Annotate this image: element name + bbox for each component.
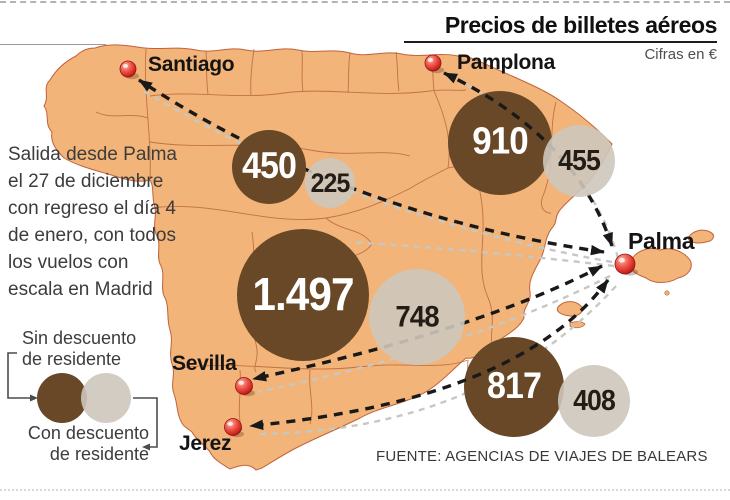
top-dotted-rule: [0, 1, 730, 3]
route-line-jerez: [249, 278, 610, 430]
cabrera-island: [664, 290, 670, 296]
menorca-island: [687, 229, 714, 244]
price-pamplona-full: 910: [472, 120, 528, 163]
page-title: Precios de billetes aéreos: [444, 12, 718, 38]
ibiza-island: [556, 301, 583, 317]
city-label-jerez: Jerez: [179, 432, 232, 455]
title-underline: [404, 41, 717, 43]
city-pins: [119, 54, 638, 438]
city-label-pamplona: Pamplona: [457, 51, 555, 74]
city-label-santiago: Santiago: [148, 53, 235, 76]
bottom-dotted-rule: [0, 489, 730, 491]
price-jerez-full: 817: [486, 365, 542, 407]
left-column-rule: [0, 44, 106, 45]
price-pamplona-resident: 455: [558, 144, 601, 177]
legend-bubble-resident: [81, 373, 131, 423]
price-sevilla-resident: 748: [395, 300, 439, 334]
route-conditions-text: Salida desde Palma el 27 de diciembre co…: [8, 144, 177, 300]
bubble-santiago-full: [232, 130, 306, 204]
palma-pin: [614, 253, 638, 276]
legend-brackets: [7, 352, 158, 451]
bubble-pamplona-resident: [543, 125, 615, 197]
price-sevilla-full: 1.497: [252, 267, 354, 320]
sevilla-pin: [235, 377, 255, 397]
legend-label-no-discount: Sin descuento de residente: [22, 328, 137, 369]
legend-arrow-no-discount: [30, 394, 38, 402]
bubble-jerez-resident: [558, 365, 630, 437]
mallorca-island: [629, 248, 692, 283]
legend-label-discount: Con descuento de residente: [27, 423, 149, 464]
price-santiago-full: 450: [241, 145, 297, 187]
pamplona-pin: [424, 54, 444, 74]
city-label-sevilla: Sevilla: [172, 352, 237, 375]
bubble-santiago-resident: [305, 158, 355, 208]
bubbles-resident-price: [81, 125, 630, 437]
santiago-pin: [119, 60, 139, 80]
bubble-sevilla-resident: [369, 269, 465, 365]
jerez-pin: [224, 418, 244, 438]
legend-bubble-full: [37, 373, 87, 423]
page-subtitle: Cifras en €: [644, 46, 717, 63]
price-santiago-resident: 225: [310, 167, 351, 198]
legend-arrow-discount: [142, 443, 150, 451]
legend-bracket-discount: [133, 397, 158, 448]
source-credit: FUENTE: AGENCIAS DE VIAJES DE BALEARS: [376, 448, 708, 465]
city-label-palma: Palma: [628, 228, 695, 254]
price-jerez-resident: 408: [573, 384, 616, 417]
legend-bracket-no-discount: [7, 352, 30, 399]
